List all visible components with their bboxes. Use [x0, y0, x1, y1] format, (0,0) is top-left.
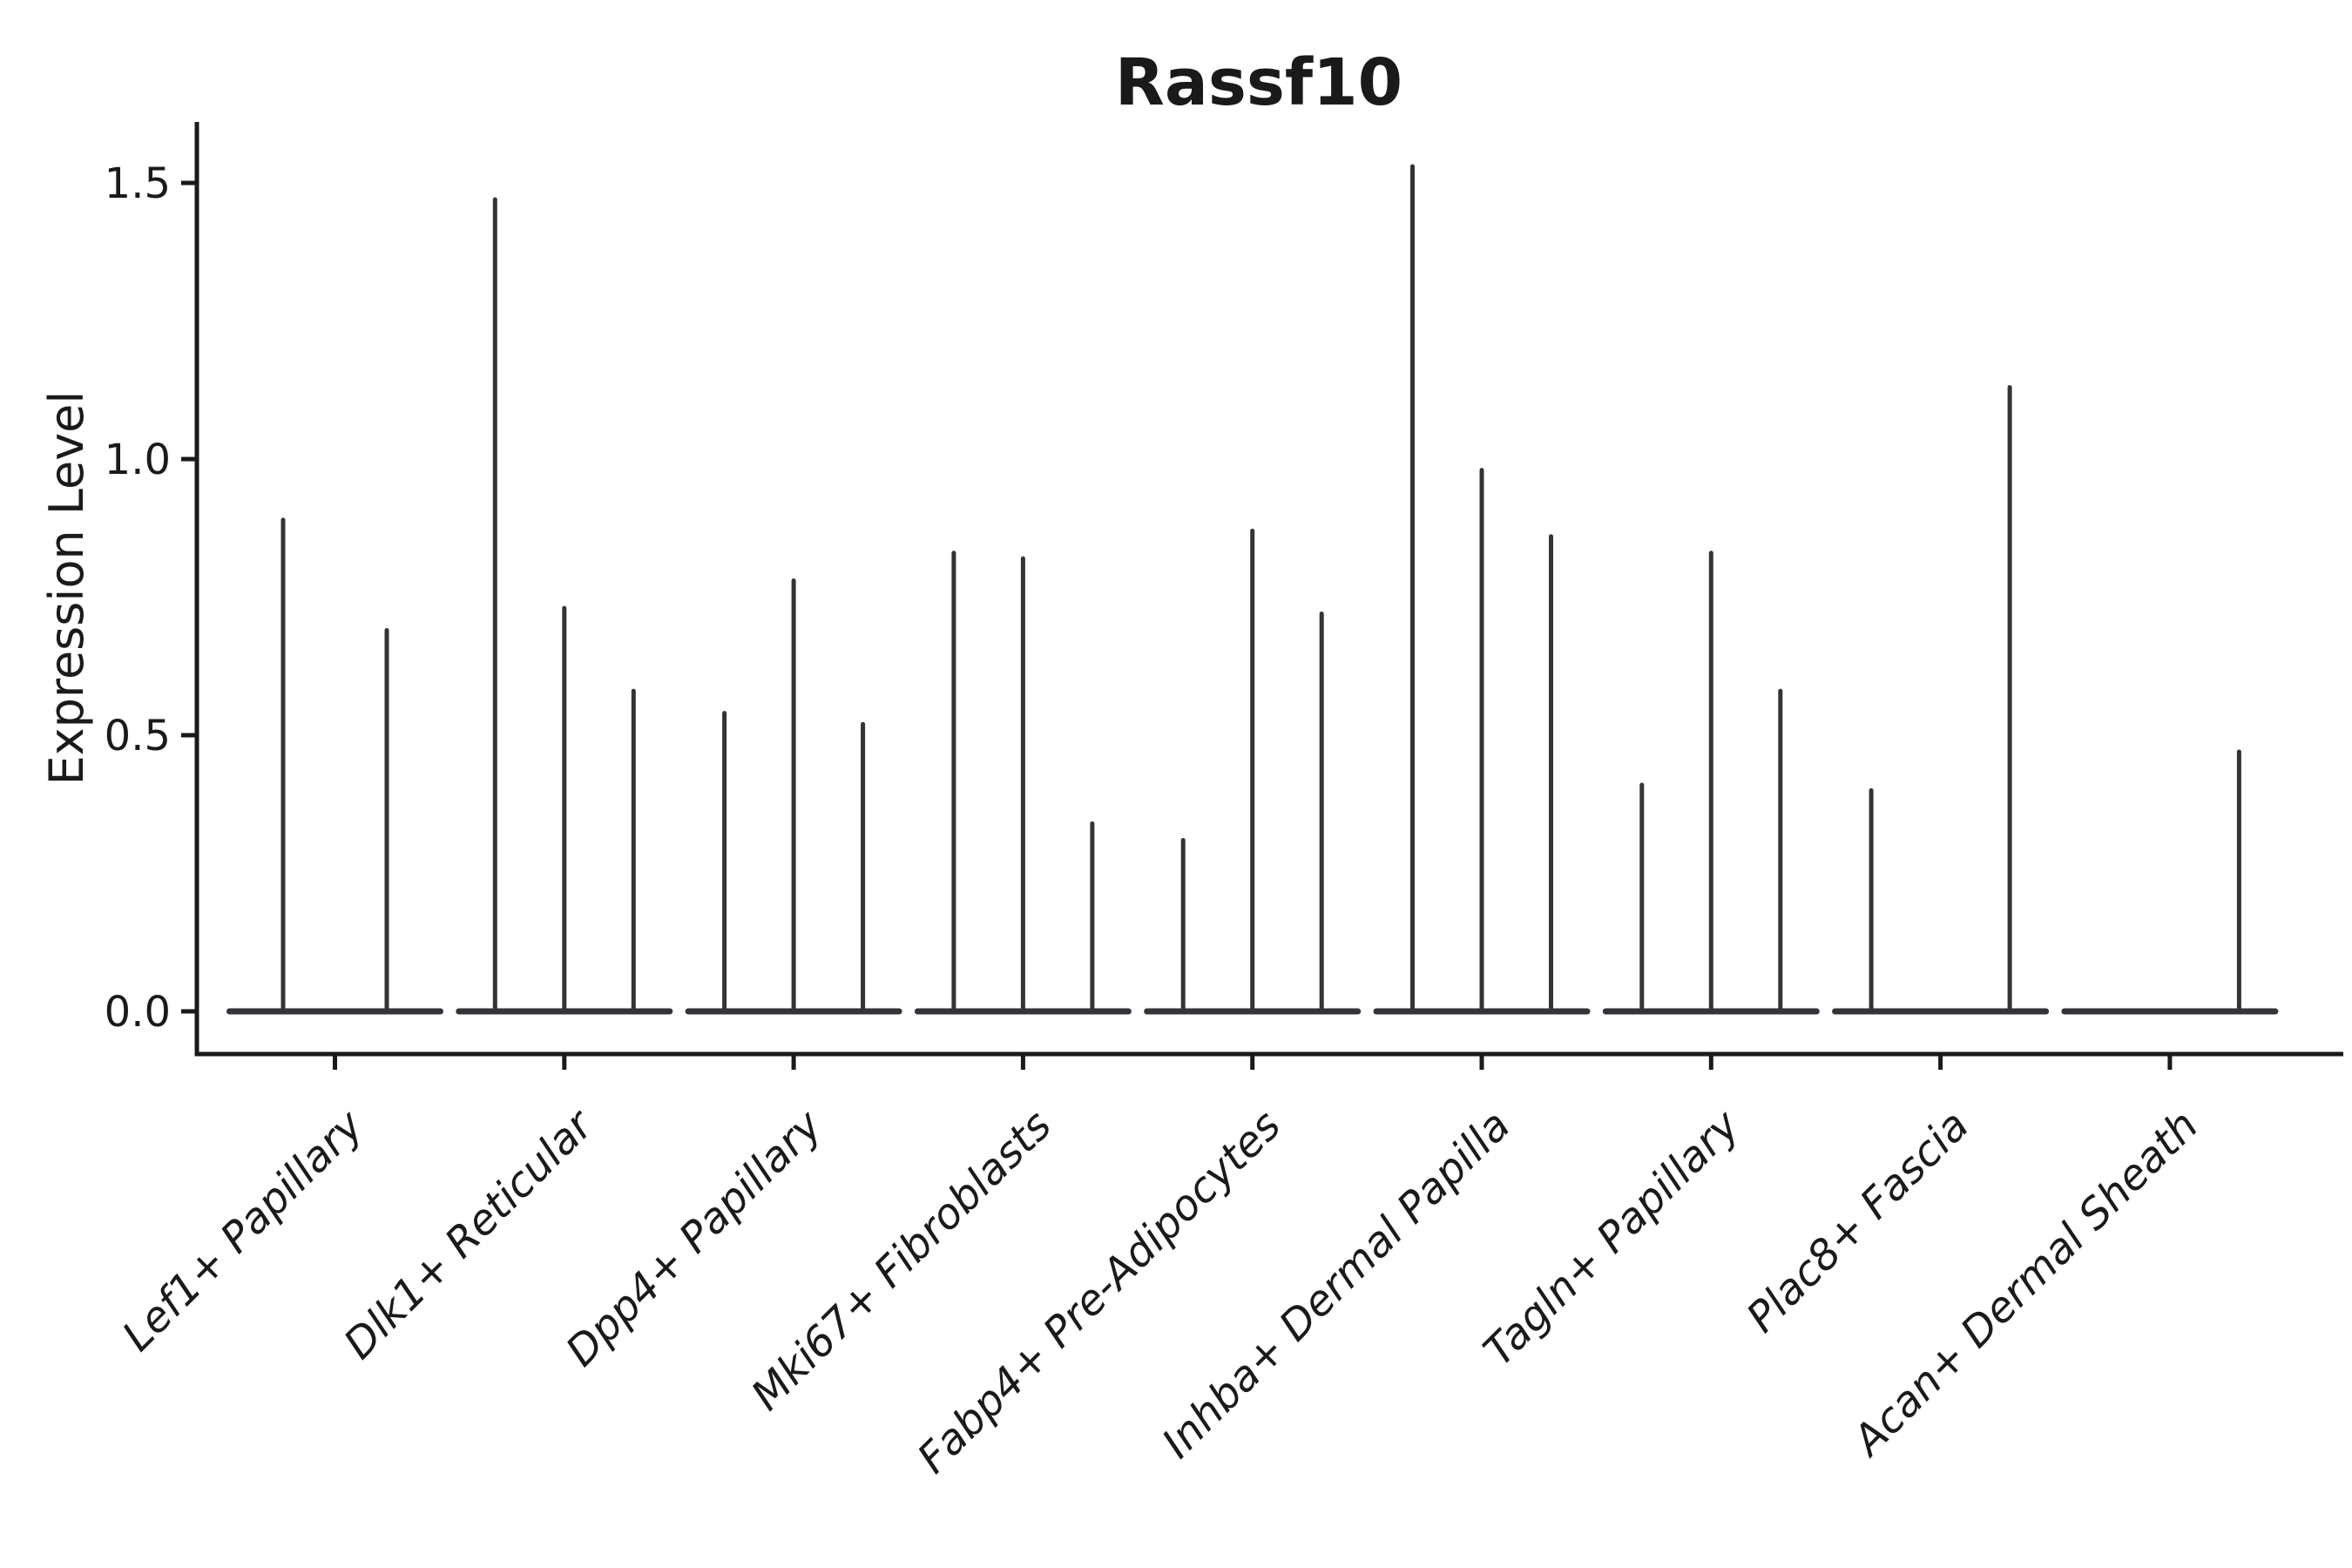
- axes-layer: [181, 122, 2343, 1070]
- x-tick-label: Dlk1+ Reticular: [335, 1099, 605, 1369]
- x-tick-label: Fabp4+ Pre-Adipocytes: [909, 1101, 1291, 1484]
- x-tick-label: Plac8+ Fascia: [1737, 1101, 1978, 1342]
- y-tick-label: 0.0: [105, 988, 171, 1037]
- plot-title: Rassf10: [1115, 45, 1402, 120]
- violins-layer: [226, 164, 2279, 1015]
- x-tick-label: Dpp4+ Papillary: [557, 1100, 832, 1375]
- x-tick-label: Lef1+ Papillary: [113, 1100, 374, 1361]
- y-tick-label: 1.0: [105, 436, 171, 484]
- y-tick-label: 0.5: [105, 712, 171, 760]
- y-tick-label: 1.5: [105, 159, 171, 208]
- x-tick-label: Tagln+ Papillary: [1475, 1100, 1750, 1375]
- y-axis-label: Expression Level: [39, 391, 94, 786]
